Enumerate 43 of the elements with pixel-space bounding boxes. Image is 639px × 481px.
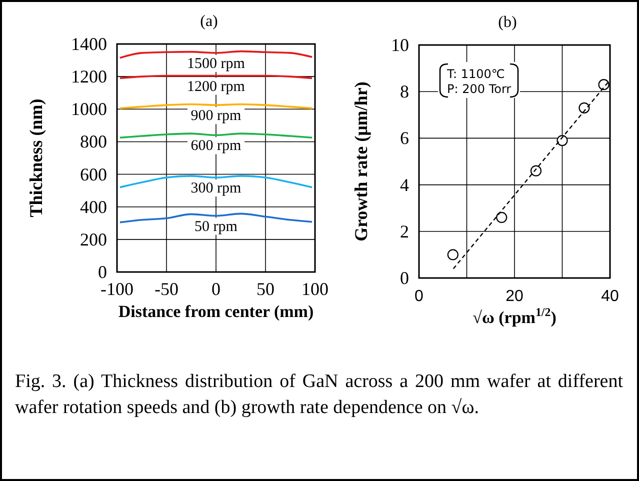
caption: Fig. 3. (a) Thickness distribution of GaN across a 200 mm wafer at different wafer rotation speeds and (b) growth rate dependence on √ω. xyxy=(15,370,623,420)
y-tick-label: 1200 xyxy=(71,66,107,87)
y-tick-label: 6 xyxy=(400,128,409,148)
x-tick-label: 20 xyxy=(506,288,524,305)
y-tick-label: 1400 xyxy=(71,34,107,54)
series-label: 600 rpm xyxy=(190,138,242,154)
y-tick-label: 800 xyxy=(80,132,107,152)
x-tick-label: -100 xyxy=(100,279,134,299)
y-tick-label: 8 xyxy=(400,82,409,102)
point xyxy=(530,165,542,176)
y-tick-label: 200 xyxy=(80,229,107,250)
line-series xyxy=(119,50,313,59)
y-tick-label: 10 xyxy=(391,35,409,55)
y-tick-label: 400 xyxy=(80,196,107,217)
y-tick-label: 600 xyxy=(80,164,107,184)
y-axis-title: Growth rate (μm/hr) xyxy=(351,82,371,242)
chart-title: (b) xyxy=(498,14,517,31)
point xyxy=(598,79,610,90)
x-tick-label: 50 xyxy=(256,279,274,299)
annotation: P: 200 Torr xyxy=(447,82,512,96)
chart-title: (a) xyxy=(200,13,218,30)
y-tick-label: 4 xyxy=(400,174,409,195)
point xyxy=(578,102,590,114)
x-tick-label: 0 xyxy=(212,279,220,299)
point xyxy=(556,134,568,146)
annotation: T: 1100℃ xyxy=(446,67,505,81)
y-tick-label: 1000 xyxy=(71,99,107,120)
series-label: 300 rpm xyxy=(190,180,242,197)
y-axis-title: Thickness (nm) xyxy=(26,98,46,218)
x-tick-label: 100 xyxy=(302,279,328,299)
series-label: 1500 rpm xyxy=(187,56,246,72)
series-label: 1200 rpm xyxy=(187,78,246,95)
x-axis-title: √ω (rpm$^{1/2}$) xyxy=(472,305,556,327)
series-label: 50 rpm xyxy=(194,218,238,235)
series-label: 900 rpm xyxy=(190,108,242,124)
x-tick-label: 0 xyxy=(414,288,424,305)
y-tick-label: 0 xyxy=(98,262,107,282)
x-tick-label: 40 xyxy=(601,288,619,305)
x-tick-label: -50 xyxy=(154,279,178,299)
y-tick-label: 2 xyxy=(400,221,409,242)
x-axis-title: Distance from center (mm) xyxy=(118,302,314,321)
point xyxy=(447,249,458,260)
point xyxy=(496,212,508,223)
